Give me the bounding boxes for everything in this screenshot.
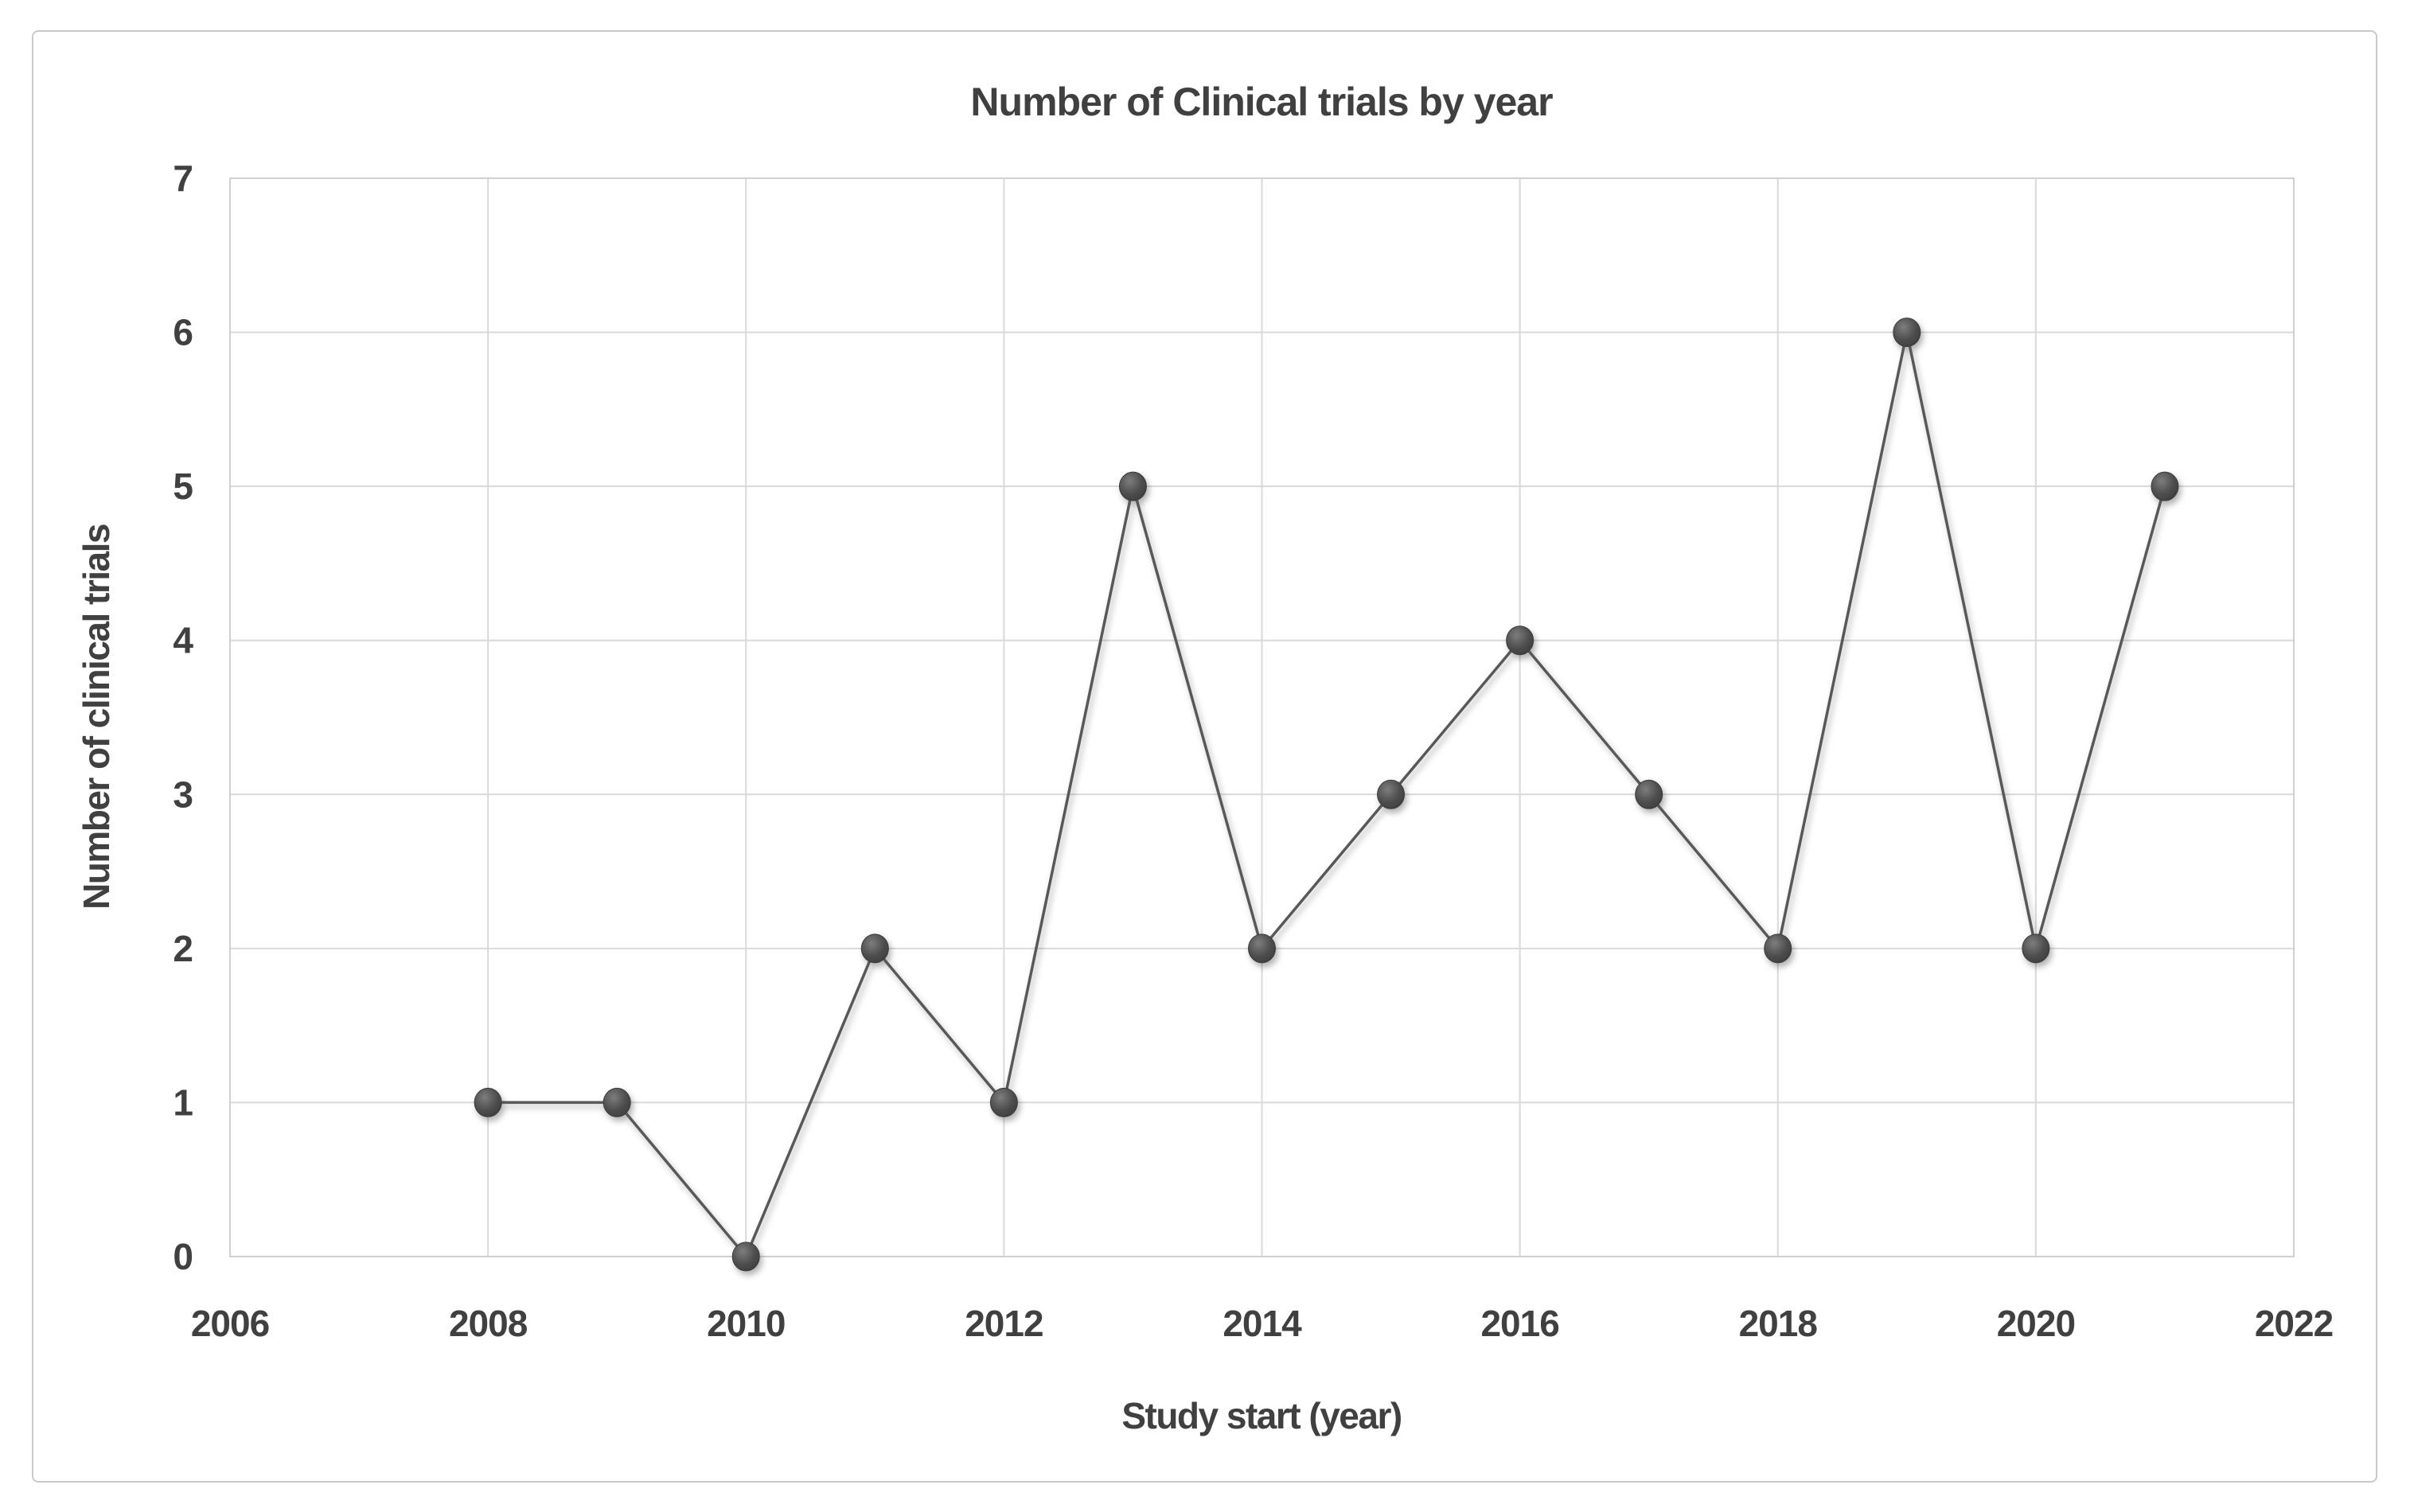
data-point bbox=[989, 1087, 1018, 1117]
x-tick-label: 2008 bbox=[449, 1303, 528, 1344]
y-tick-label: 1 bbox=[173, 1081, 193, 1123]
data-point bbox=[2151, 471, 2179, 501]
x-tick-label: 2016 bbox=[1480, 1303, 1558, 1344]
x-tick-label: 2014 bbox=[1223, 1303, 1302, 1344]
y-tick-label: 6 bbox=[173, 312, 193, 353]
data-point bbox=[1506, 625, 1535, 656]
data-point bbox=[602, 1087, 631, 1117]
data-point bbox=[1248, 933, 1276, 964]
y-tick-label: 7 bbox=[173, 158, 193, 199]
x-tick-label: 2020 bbox=[1997, 1303, 2075, 1344]
y-axis-tick-labels: 0 1 2 3 4 5 6 7 bbox=[173, 158, 194, 1277]
y-tick-label: 2 bbox=[173, 928, 193, 969]
line-chart: Number of Clinical trials by year 2006 20… bbox=[76, 80, 2334, 1436]
series-line bbox=[488, 330, 2166, 1258]
x-tick-label: 2022 bbox=[2255, 1303, 2333, 1344]
data-point bbox=[1377, 779, 1406, 809]
chart-title: Number of Clinical trials by year bbox=[970, 80, 1553, 124]
y-tick-label: 5 bbox=[173, 466, 193, 507]
data-point bbox=[860, 933, 889, 964]
data-point bbox=[731, 1241, 760, 1272]
gridlines bbox=[229, 177, 2295, 1257]
x-axis-tick-labels: 2006 2008 2010 2012 2014 2016 2018 2020 2022 bbox=[191, 1303, 2334, 1344]
data-point bbox=[2022, 933, 2050, 964]
x-tick-label: 2018 bbox=[1739, 1303, 1818, 1344]
x-tick-label: 2010 bbox=[707, 1303, 785, 1344]
y-axis-title: Number of clinical trials bbox=[76, 524, 117, 910]
data-series bbox=[474, 318, 2179, 1272]
data-point bbox=[1764, 933, 1792, 964]
x-tick-label: 2006 bbox=[191, 1303, 269, 1344]
plot-border bbox=[229, 177, 2295, 1257]
y-tick-label: 0 bbox=[173, 1236, 193, 1277]
x-axis-title: Study start (year) bbox=[1121, 1395, 1402, 1436]
x-tick-label: 2012 bbox=[965, 1303, 1043, 1344]
data-point bbox=[1635, 779, 1663, 809]
data-point bbox=[1118, 471, 1147, 501]
data-point bbox=[1893, 318, 1921, 348]
y-tick-label: 3 bbox=[173, 774, 193, 815]
data-point bbox=[474, 1087, 502, 1117]
chart-frame: Number of Clinical trials by year 2006 20… bbox=[32, 30, 2377, 1483]
y-tick-label: 4 bbox=[173, 620, 193, 661]
